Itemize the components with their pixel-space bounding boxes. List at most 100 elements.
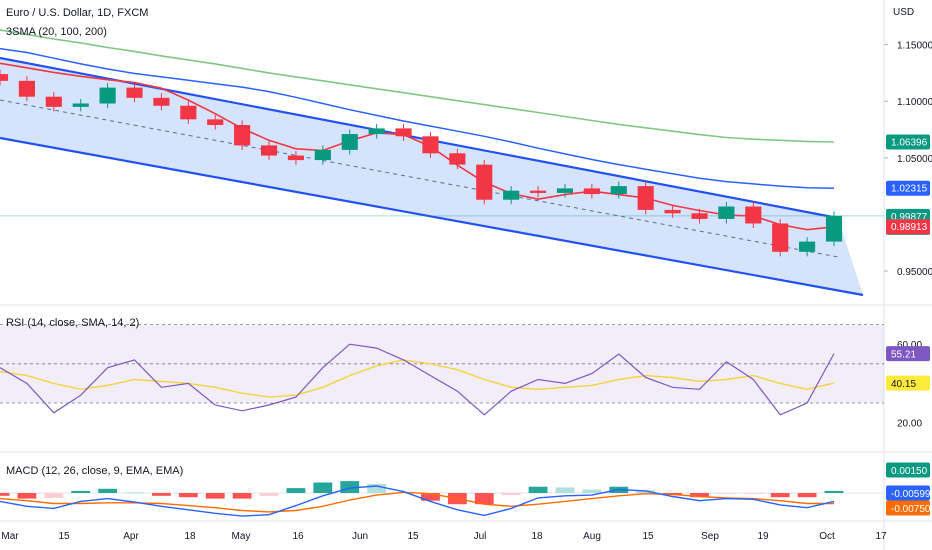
candle-body bbox=[449, 153, 466, 165]
macd-histogram-bar bbox=[17, 493, 37, 499]
time-tick-label: 17 bbox=[875, 531, 887, 542]
macd-histogram-bar bbox=[178, 493, 198, 498]
candle-body bbox=[234, 125, 251, 146]
sma-100-line bbox=[0, 47, 835, 189]
macd-histogram-bar bbox=[125, 492, 144, 494]
time-tick-label: May bbox=[232, 531, 251, 542]
macd-histogram-bar bbox=[474, 493, 494, 505]
macd-histogram-bar bbox=[690, 493, 709, 498]
macd-histogram-bar bbox=[259, 493, 279, 496]
candle-body bbox=[503, 190, 520, 200]
macd-histogram-bar bbox=[555, 487, 575, 493]
candle-body bbox=[126, 87, 143, 98]
candle-body bbox=[745, 206, 762, 224]
price-tag-box bbox=[886, 219, 930, 235]
time-tick-label: 19 bbox=[757, 531, 769, 542]
macd-tag-box bbox=[886, 462, 930, 478]
candle-body bbox=[18, 80, 35, 97]
time-tick-label: 16 bbox=[292, 531, 304, 542]
macd-indicator-label[interactable]: MACD (12, 26, close, 9, EMA, EMA) bbox=[6, 465, 184, 477]
macd-histogram-bar bbox=[71, 490, 91, 493]
macd-histogram-bar bbox=[770, 493, 790, 498]
macd-histogram-bar bbox=[421, 493, 440, 501]
candle-body bbox=[529, 190, 547, 193]
rsi-indicator-label[interactable]: RSI (14, close, SMA, 14, 2) bbox=[6, 317, 140, 329]
rsi-band-fill bbox=[0, 324, 884, 403]
time-tick-label: Jul bbox=[474, 531, 487, 542]
rsi-tag-label: 40.15 bbox=[891, 379, 916, 390]
candle-body bbox=[637, 186, 654, 210]
macd-histogram-bar bbox=[0, 493, 10, 496]
macd-histogram-bar bbox=[152, 493, 171, 496]
macd-histogram-bar bbox=[232, 493, 252, 499]
price-tick-label: 1.10000 bbox=[897, 97, 932, 108]
candle-body bbox=[314, 149, 331, 161]
macd-tag-label: -0.00750 bbox=[891, 504, 931, 515]
rsi-tag-label: 55.21 bbox=[891, 350, 916, 361]
price-tick-label: 1.15000 bbox=[897, 41, 932, 52]
candle-body bbox=[180, 105, 197, 120]
macd-histogram-bar bbox=[205, 493, 225, 499]
macd-histogram-bar bbox=[313, 482, 333, 493]
candle-body bbox=[45, 96, 62, 107]
macd-histogram-bar bbox=[582, 489, 602, 493]
candle-body bbox=[422, 136, 439, 154]
sma-20-line bbox=[0, 62, 835, 231]
time-tick-label: 15 bbox=[642, 531, 654, 542]
regression-channel-fill bbox=[0, 58, 863, 295]
candle-body bbox=[691, 213, 708, 219]
candle-body bbox=[664, 209, 681, 214]
candle-body bbox=[287, 155, 305, 161]
candle-body bbox=[583, 188, 600, 195]
macd-line bbox=[0, 485, 835, 517]
price-tag-box bbox=[886, 134, 930, 150]
candle-body bbox=[99, 87, 116, 104]
rsi-line bbox=[0, 343, 835, 416]
candle-body bbox=[476, 164, 493, 200]
candle-body bbox=[718, 206, 735, 219]
price-tag-label: 1.06396 bbox=[891, 138, 928, 149]
symbol-title: Euro / U.S. Dollar, 1D, FXCM bbox=[6, 7, 149, 19]
time-tick-label: Sep bbox=[701, 531, 719, 542]
rsi-tag-box bbox=[886, 346, 930, 362]
candle-body bbox=[799, 241, 816, 252]
time-tick-label: Oct bbox=[819, 531, 835, 542]
macd-tag-box bbox=[886, 485, 930, 501]
candle-body bbox=[395, 128, 412, 137]
candle-body bbox=[0, 74, 9, 81]
candle-body bbox=[556, 188, 574, 193]
rsi-tag-box bbox=[886, 375, 930, 391]
time-tick-label: Apr bbox=[123, 531, 139, 542]
channel-lower-line bbox=[0, 136, 864, 297]
macd-tag-label: 0.00150 bbox=[891, 466, 928, 477]
channel-median-line bbox=[0, 99, 839, 258]
macd-histogram-bar bbox=[367, 483, 387, 493]
macd-histogram-bar bbox=[98, 488, 118, 493]
rsi-ma-line bbox=[0, 359, 835, 398]
candle-body bbox=[207, 119, 224, 125]
macd-histogram-bar bbox=[797, 493, 817, 498]
time-tick-label: 18 bbox=[184, 531, 196, 542]
candle-body bbox=[72, 103, 89, 107]
macd-histogram-bar bbox=[340, 481, 360, 493]
candle-body bbox=[368, 128, 385, 135]
candle-body bbox=[260, 145, 278, 156]
candle-body bbox=[610, 186, 627, 195]
sma-indicator-label[interactable]: 3SMA (20, 100, 200) bbox=[6, 26, 107, 38]
time-tick-label: Aug bbox=[583, 531, 601, 542]
candle-body bbox=[153, 97, 170, 106]
macd-histogram-bar bbox=[743, 493, 763, 494]
macd-histogram-bar bbox=[501, 493, 521, 496]
time-tick-label: 18 bbox=[531, 531, 543, 542]
rsi-tick-label: 20.00 bbox=[897, 419, 922, 430]
candle-body bbox=[772, 223, 789, 252]
macd-histogram-bar bbox=[824, 490, 844, 493]
time-tick-label: Jun bbox=[352, 531, 368, 542]
macd-histogram-bar bbox=[716, 493, 736, 494]
macd-histogram-bar bbox=[44, 493, 64, 498]
price-tick-label: 1.05000 bbox=[897, 154, 932, 165]
time-tick-label: 15 bbox=[58, 531, 70, 542]
price-tick-label: 0.95000 bbox=[897, 267, 932, 278]
candle-body bbox=[341, 134, 358, 150]
